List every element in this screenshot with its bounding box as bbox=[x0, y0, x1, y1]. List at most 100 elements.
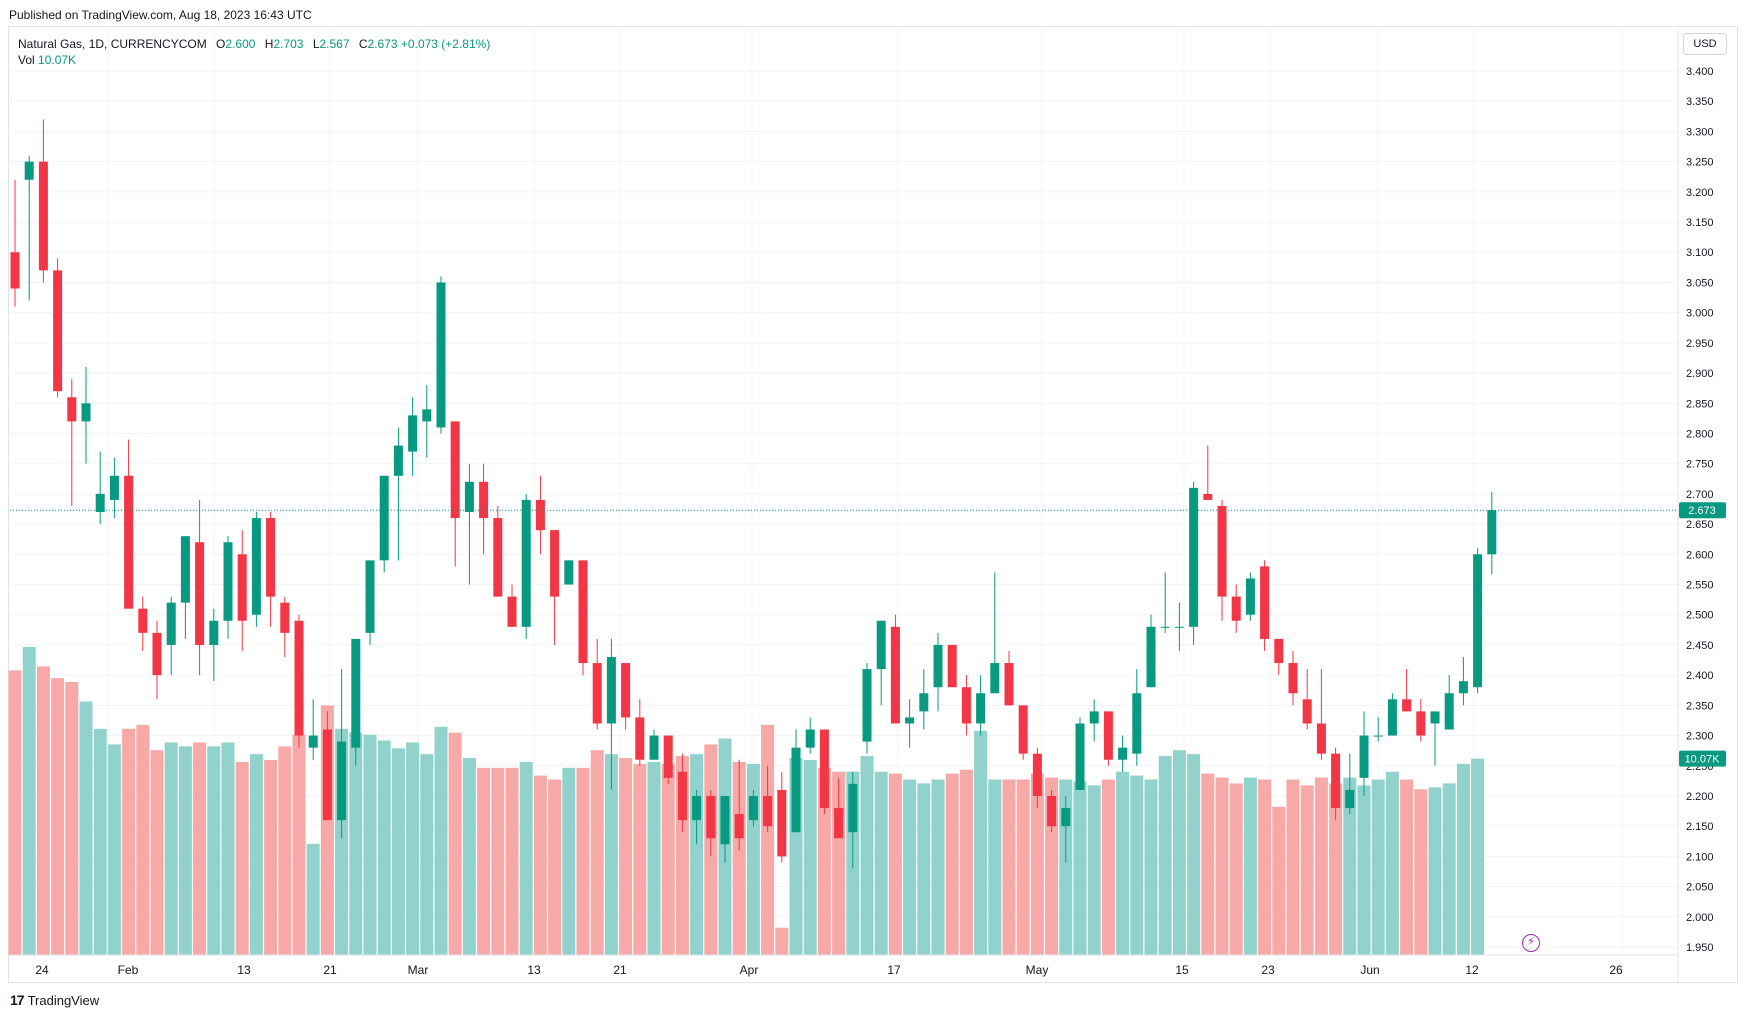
candle-body bbox=[1231, 596, 1241, 621]
volume-bar bbox=[690, 754, 704, 955]
candle-body bbox=[862, 669, 872, 742]
volume-bar bbox=[164, 742, 178, 955]
candle-body bbox=[1416, 711, 1426, 736]
brand-name: TradingView bbox=[27, 992, 100, 1008]
time-tick-label: Apr bbox=[740, 963, 759, 977]
candle-body bbox=[834, 808, 844, 839]
volume-bar bbox=[988, 779, 1002, 955]
published-note: Published on TradingView.com, Aug 18, 20… bbox=[9, 8, 312, 22]
price-tick-label: 2.400 bbox=[1686, 670, 1714, 682]
candle-body bbox=[322, 729, 332, 821]
volume-bar bbox=[1357, 785, 1371, 955]
volume-bar bbox=[903, 779, 917, 955]
candle-body bbox=[706, 795, 716, 839]
volume-bar bbox=[1187, 754, 1201, 955]
volume-bar bbox=[349, 732, 363, 955]
candle-body bbox=[38, 161, 48, 271]
tradingview-brand[interactable]: 17 TradingView bbox=[10, 992, 99, 1008]
price-tick-label: 2.600 bbox=[1686, 549, 1714, 561]
candle-body bbox=[748, 795, 758, 821]
candle-body bbox=[81, 403, 91, 422]
volume-bar bbox=[874, 771, 888, 955]
candle-body bbox=[109, 475, 119, 500]
price-tick-label: 2.550 bbox=[1686, 580, 1714, 592]
volume-bar bbox=[434, 726, 448, 955]
time-tick-label: 21 bbox=[323, 963, 337, 977]
candle-body bbox=[351, 638, 361, 748]
candle-body bbox=[280, 602, 290, 633]
volume-bar bbox=[633, 763, 647, 955]
volume-bar bbox=[377, 740, 391, 955]
volume-bar bbox=[803, 760, 817, 955]
candle-body bbox=[606, 657, 616, 724]
volume-bar bbox=[178, 746, 192, 955]
time-tick-label: 12 bbox=[1465, 963, 1479, 977]
candle-body bbox=[535, 499, 545, 531]
tradingview-logo-icon: 17 bbox=[10, 992, 25, 1008]
candle-body bbox=[805, 729, 815, 748]
candle-body bbox=[1118, 747, 1128, 760]
candle-body bbox=[379, 475, 389, 561]
candle-body bbox=[24, 161, 34, 180]
candle-body bbox=[223, 542, 233, 621]
price-tick-label: 2.000 bbox=[1686, 912, 1714, 924]
price-axis: 1.9502.0002.0502.1002.1502.2002.2502.300… bbox=[1677, 30, 1714, 983]
candle-body bbox=[1473, 554, 1483, 688]
volume-value: 10.07K bbox=[38, 53, 77, 67]
candle-body bbox=[479, 481, 489, 519]
volume-bar bbox=[107, 744, 121, 955]
lightning-icon[interactable]: ⚡ bbox=[1522, 934, 1540, 952]
volume-bar bbox=[207, 746, 221, 955]
volume-bar bbox=[1101, 779, 1115, 955]
volume-bar bbox=[604, 754, 618, 955]
volume-bar bbox=[1215, 777, 1229, 955]
volume-bar bbox=[235, 761, 249, 955]
candle-body bbox=[976, 693, 986, 724]
chart-frame[interactable] bbox=[8, 26, 1738, 983]
volume-bar bbox=[51, 678, 65, 955]
last-price-line: 2.673 10.07K bbox=[10, 502, 1726, 767]
time-tick-label: 21 bbox=[613, 963, 627, 977]
volume-bar bbox=[1414, 789, 1428, 955]
volume-bar bbox=[888, 773, 902, 955]
price-tick-label: 3.400 bbox=[1686, 66, 1714, 78]
candle-body bbox=[947, 644, 957, 688]
currency-button[interactable]: USD bbox=[1683, 33, 1727, 55]
price-tick-label: 2.450 bbox=[1686, 640, 1714, 652]
candle-body bbox=[578, 560, 588, 664]
volume-bar bbox=[917, 783, 931, 955]
candle-body bbox=[990, 663, 1000, 694]
candle-body bbox=[905, 717, 915, 724]
candle-body bbox=[1018, 705, 1028, 754]
candle-body bbox=[1217, 505, 1227, 597]
candle-body bbox=[464, 481, 474, 513]
symbol-title[interactable]: Natural Gas, 1D, CURRENCYCOM bbox=[18, 37, 207, 51]
candle-body bbox=[1075, 723, 1085, 790]
volume-bar bbox=[775, 927, 789, 955]
candle-body bbox=[1089, 711, 1099, 724]
volume-bar bbox=[1343, 777, 1357, 955]
volume-bar bbox=[1385, 771, 1399, 955]
time-tick-label: 13 bbox=[237, 963, 251, 977]
volume-bar bbox=[363, 734, 377, 955]
volume-label[interactable]: Vol bbox=[18, 53, 35, 67]
price-tick-label: 1.950 bbox=[1686, 942, 1714, 954]
volume-bar bbox=[1456, 763, 1470, 955]
volume-bar bbox=[1087, 785, 1101, 955]
volume-bar bbox=[292, 734, 306, 955]
price-tick-label: 3.050 bbox=[1686, 277, 1714, 289]
candle-body bbox=[251, 518, 261, 615]
time-tick-label: 17 bbox=[887, 963, 901, 977]
candle-body bbox=[1402, 699, 1412, 712]
candle-body bbox=[53, 270, 63, 392]
candle-body bbox=[521, 499, 531, 627]
candle-body bbox=[365, 560, 375, 633]
candle-body bbox=[1487, 510, 1497, 555]
candle-body bbox=[1004, 663, 1014, 706]
candle-body bbox=[1174, 626, 1184, 628]
high-value: 2.703 bbox=[273, 37, 304, 51]
volume-bar bbox=[860, 756, 874, 955]
candle-body bbox=[1061, 808, 1071, 827]
volume-bar bbox=[65, 682, 79, 955]
